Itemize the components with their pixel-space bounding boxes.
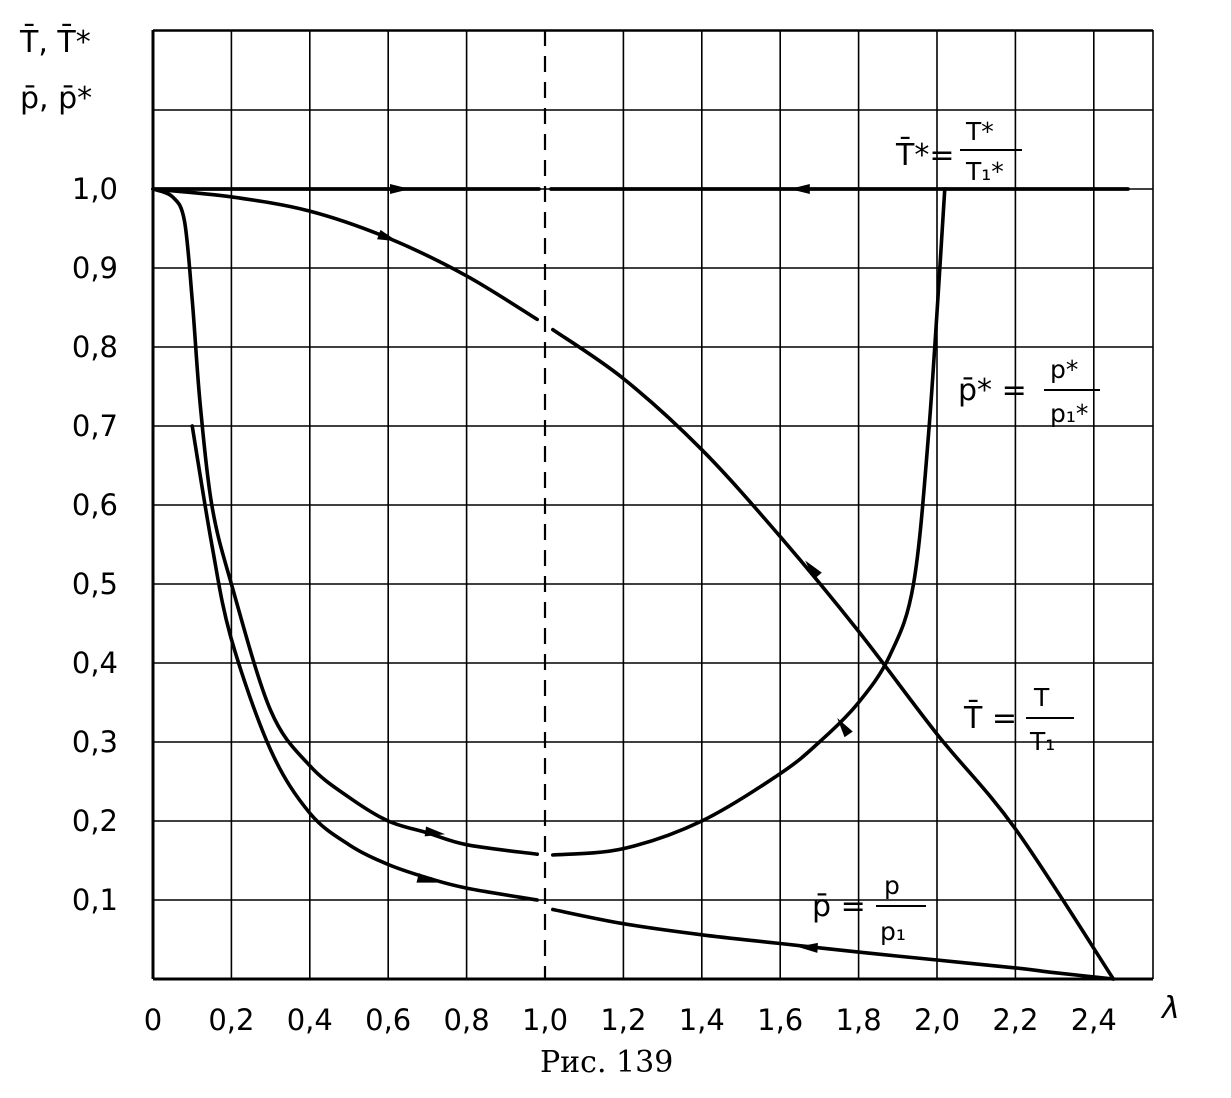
series-line-segment — [551, 327, 1116, 981]
x-tick-label: 1,4 — [679, 1003, 725, 1037]
flow-arrow-icon — [837, 718, 853, 738]
flow-arrow-icon — [389, 184, 410, 194]
y-tick-labels: 0,1 0,2 0,3 0,4 0,5 0,6 0,7 0,8 0,9 1,0 — [72, 172, 118, 917]
series-label-t-den: T₁ — [1029, 727, 1055, 756]
series-label-pstar-den: p₁* — [1050, 399, 1088, 428]
y-tick-label: 1,0 — [72, 172, 118, 206]
y-tick-label: 0,6 — [72, 488, 118, 522]
y-tick-label: 0,7 — [72, 409, 118, 443]
x-tick-label: 0,6 — [365, 1003, 411, 1037]
flow-arrow-icon — [377, 229, 398, 242]
figure-caption: Рис. 139 — [540, 1045, 673, 1080]
x-tick-label: 0,4 — [287, 1003, 333, 1037]
x-tick-labels: 0 0,2 0,4 0,6 0,8 1,0 1,2 1,4 1,6 1,8 2,0 2,2 2,4 — [144, 1003, 1117, 1037]
flow-arrow-icon — [805, 560, 822, 580]
series-line-segment — [551, 187, 947, 857]
x-tick-label: 0,8 — [444, 1003, 490, 1037]
y-tick-label: 0,1 — [72, 883, 118, 917]
series-label-t: T̄ = T T₁ — [963, 683, 1074, 756]
y-axis-label-line2: p̄, p̄* — [20, 81, 92, 116]
x-tick-label: 1,0 — [522, 1003, 568, 1037]
series-label-tstar-lhs: T̄*= — [895, 137, 954, 173]
series-label-p-lhs: p̄ = — [812, 889, 866, 924]
series-label-t-lhs: T̄ = — [963, 700, 1017, 736]
x-tick-label: 2,0 — [914, 1003, 960, 1037]
series-label-pstar-lhs: p̄* = — [958, 373, 1027, 408]
y-tick-label: 0,5 — [72, 567, 118, 601]
y-tick-label: 0,8 — [72, 330, 118, 364]
y-tick-label: 0,2 — [72, 804, 118, 838]
series-t-curve — [151, 187, 1116, 981]
y-tick-label: 0,3 — [72, 725, 118, 759]
series-label-p-num: p — [884, 871, 900, 900]
series-label-tstar-num: T* — [965, 117, 994, 146]
series-line-segment — [151, 187, 539, 856]
series-label-tstar: T̄*= T* T₁* — [895, 117, 1022, 186]
x-tick-label: 2,2 — [992, 1003, 1038, 1037]
series-label-p: p̄ = p p₁ — [812, 871, 926, 946]
series-label-tstar-den: T₁* — [965, 157, 1004, 186]
x-tick-label: 2,4 — [1071, 1003, 1117, 1037]
x-axis-label: λ — [1160, 991, 1180, 1026]
x-tick-label: 0,2 — [208, 1003, 254, 1037]
series-pstar-curve — [151, 187, 947, 857]
x-tick-label: 1,6 — [757, 1003, 803, 1037]
y-tick-label: 0,9 — [72, 251, 118, 285]
y-axis-label-line1: T̄, T̄* — [19, 24, 91, 60]
flow-arrow-icon — [424, 826, 446, 837]
series-label-p-den: p₁ — [880, 917, 906, 946]
series-label-pstar-num: p* — [1050, 355, 1078, 384]
series-label-t-num: T — [1033, 683, 1050, 712]
series-group — [151, 184, 1130, 981]
x-tick-label: 1,8 — [836, 1003, 882, 1037]
series-label-pstar: p̄* = p* p₁* — [958, 355, 1100, 428]
x-tick-label: 0 — [144, 1003, 162, 1037]
x-tick-label: 1,2 — [600, 1003, 646, 1037]
flow-arrow-icon — [789, 184, 810, 194]
y-tick-label: 0,4 — [72, 646, 118, 680]
flow-arrow-icon — [416, 872, 438, 883]
flow-arrow-icon — [797, 942, 818, 953]
series-p-curve — [190, 424, 1116, 981]
series-line-segment — [151, 187, 539, 322]
